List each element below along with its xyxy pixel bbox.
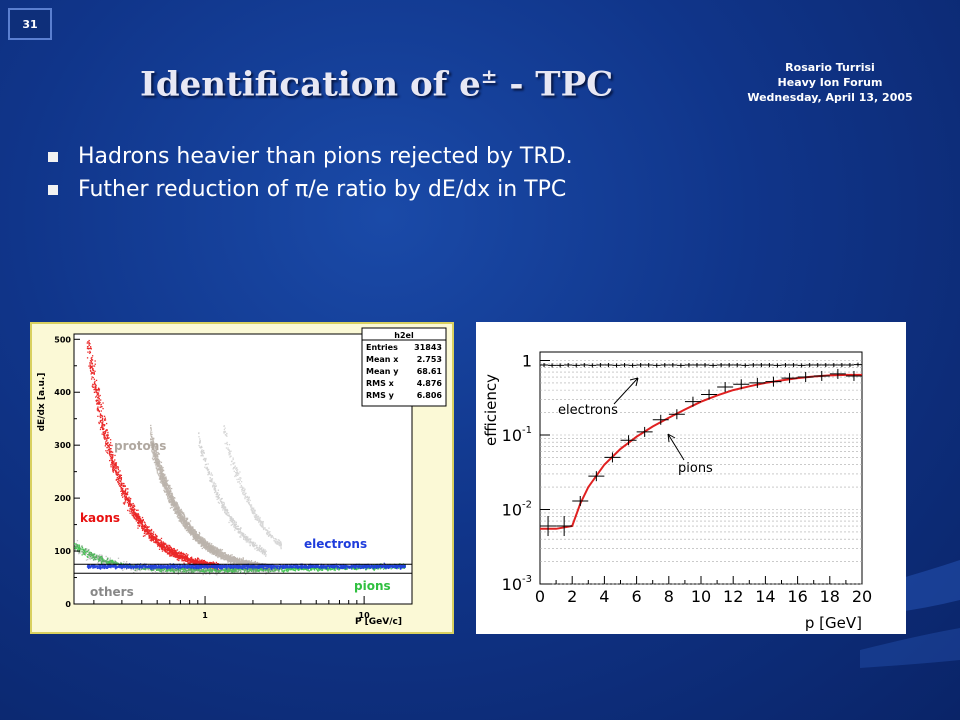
- eff-xtick-label: 16: [787, 587, 807, 606]
- dedx-axes: 0 100 200 300 400 500 1 10: [54, 335, 370, 620]
- eff-xtick-label: 12: [723, 587, 743, 606]
- dedx-bands: [74, 339, 412, 576]
- stats-value: 31843: [414, 343, 442, 352]
- eff-axes: 0 2 4 6 8 10 12 14 16 18 20 1 10-1 10-2 10-3: [502, 351, 873, 606]
- efficiency-figure: 0 2 4 6 8 10 12 14 16 18 20 1 10-1 10-2 10-3 efficienc…: [476, 322, 906, 634]
- eff-xtick-label: 0: [535, 587, 545, 606]
- eff-ytick-label: 10-3: [502, 574, 532, 594]
- stats-title: h2el: [394, 331, 414, 340]
- bullet-item: Futher reduction of π/e ratio by dE/dx i…: [48, 177, 573, 202]
- eff-ytick-label: 10-1: [502, 425, 532, 445]
- triton-band: [223, 425, 282, 550]
- dedx-ytick-label: 400: [54, 388, 71, 397]
- label-electrons: electrons: [304, 537, 367, 551]
- dedx-xlabel: P [GeV/c]: [355, 617, 402, 627]
- bullet-square-icon: [48, 151, 58, 162]
- eff-ylabel: efficiency: [482, 374, 500, 446]
- dedx-ylabel: dE/dx [a.u.]: [37, 373, 47, 432]
- dedx-ytick-label: 300: [54, 441, 71, 450]
- eff-plot-frame: [539, 351, 863, 585]
- eff-xtick-label: 18: [820, 587, 840, 606]
- eff-xtick-label: 2: [567, 587, 577, 606]
- stats-label: RMS y: [366, 391, 395, 400]
- dedx-figure: 0 100 200 300 400 500 1 10 dE/dx [a.u.] P [GeV/…: [30, 322, 454, 634]
- eff-xtick-label: 20: [852, 587, 872, 606]
- label-electrons-eff: electrons: [558, 403, 618, 418]
- proton-band-faint: [149, 428, 219, 557]
- dedx-ytick-label: 0: [65, 600, 71, 609]
- stats-label: Entries: [366, 343, 398, 352]
- label-pions: pions: [354, 579, 391, 593]
- stats-value: 2.753: [417, 355, 442, 364]
- label-pions-eff: pions: [678, 461, 713, 476]
- eff-xlabel: p [GeV]: [805, 614, 862, 632]
- label-others: others: [90, 585, 134, 599]
- stats-value: 4.876: [417, 379, 443, 388]
- eff-data: [540, 362, 862, 537]
- stats-value: 6.806: [417, 391, 443, 400]
- slide-title: Identification of e± - TPC: [140, 64, 614, 105]
- electron-band: [86, 562, 406, 571]
- eff-xtick-label: 10: [691, 587, 711, 606]
- dedx-ytick-label: 200: [54, 494, 71, 503]
- stats-value: 68.61: [417, 367, 443, 376]
- stats-label: Mean y: [366, 367, 399, 376]
- bullet-square-icon: [48, 184, 58, 195]
- stats-box: h2el Entries 31843 Mean x 2.753 Mean y 68.61 R…: [361, 327, 447, 407]
- efficiency-plot: 0 2 4 6 8 10 12 14 16 18 20 1 10-1 10-2 10-3 efficienc…: [482, 351, 873, 632]
- bullet-list: Hadrons heavier than pions rejected by T…: [48, 144, 573, 210]
- eff-ytick-label: 10-2: [502, 499, 532, 519]
- deuteron-band: [198, 432, 267, 557]
- stats-label: RMS x: [366, 379, 395, 388]
- eff-xtick-label: 6: [632, 587, 642, 606]
- event-date: Wednesday, April 13, 2005: [747, 91, 913, 104]
- eff-xtick-label: 14: [755, 587, 775, 606]
- author-name: Rosario Turrisi: [785, 61, 875, 74]
- eff-ytick-label: 1: [522, 351, 532, 370]
- dedx-ytick-label: 100: [54, 547, 71, 556]
- bullet-item: Hadrons heavier than pions rejected by T…: [48, 144, 573, 169]
- stats-label: Mean x: [366, 355, 399, 364]
- label-protons: protons: [114, 439, 166, 453]
- eff-xtick-label: 8: [664, 587, 674, 606]
- dedx-ytick-label: 500: [54, 335, 71, 344]
- pions-arrow-icon: [667, 433, 685, 461]
- electrons-arrow-icon: [613, 377, 639, 405]
- label-kaons: kaons: [80, 511, 120, 525]
- eff-xtick-label: 4: [599, 587, 609, 606]
- title-superscript: ±: [480, 64, 498, 88]
- slide-number: 31: [8, 8, 52, 40]
- author-block: Rosario Turrisi Heavy Ion Forum Wednesda…: [730, 60, 930, 105]
- dedx-plot: 0 100 200 300 400 500 1 10 dE/dx [a.u.] P [GeV/…: [37, 327, 447, 627]
- event-name: Heavy Ion Forum: [777, 76, 883, 89]
- dedx-xtick-label: 1: [202, 611, 208, 620]
- dedx-xtick-label: 10: [359, 611, 371, 620]
- eff-grid: [540, 360, 862, 585]
